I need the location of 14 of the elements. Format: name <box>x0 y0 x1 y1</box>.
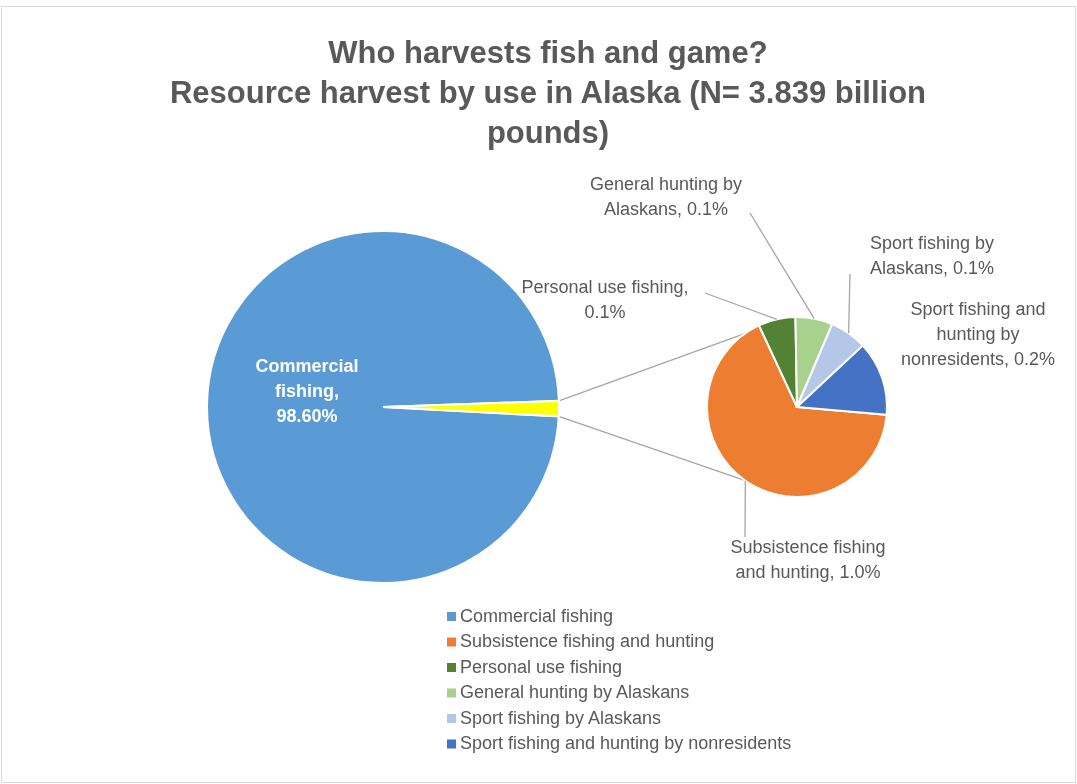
legend-label: Personal use fishing <box>460 656 623 677</box>
data-label: General hunting by Alaskans, 0.1% <box>589 174 743 219</box>
data-label: Sport fishing by Alaskans, 0.1% <box>869 233 995 278</box>
legend-label: Sport fishing and hunting by nonresidents <box>460 733 792 754</box>
data-label: Subsistence fishing and hunting, 1.0% <box>730 537 886 582</box>
chart-subtitle: Resource harvest by use in Alaska (N= 3.839 billion pounds) <box>169 75 927 150</box>
data-label: Commercial fishing, 98.60% <box>255 356 359 426</box>
legend-label: Sport fishing by Alaskans <box>460 707 662 728</box>
data-label: Personal use fishing, 0.1% <box>521 277 689 322</box>
data-label: Sport fishing and hunting by nonresidents, 0.2% <box>900 299 1056 369</box>
legend-label: Subsistence fishing and hunting <box>460 631 715 652</box>
legend-label: Commercial fishing <box>460 605 614 626</box>
chart-title: Who harvests fish and game? <box>328 35 768 70</box>
legend-label: General hunting by Alaskans <box>460 682 690 703</box>
